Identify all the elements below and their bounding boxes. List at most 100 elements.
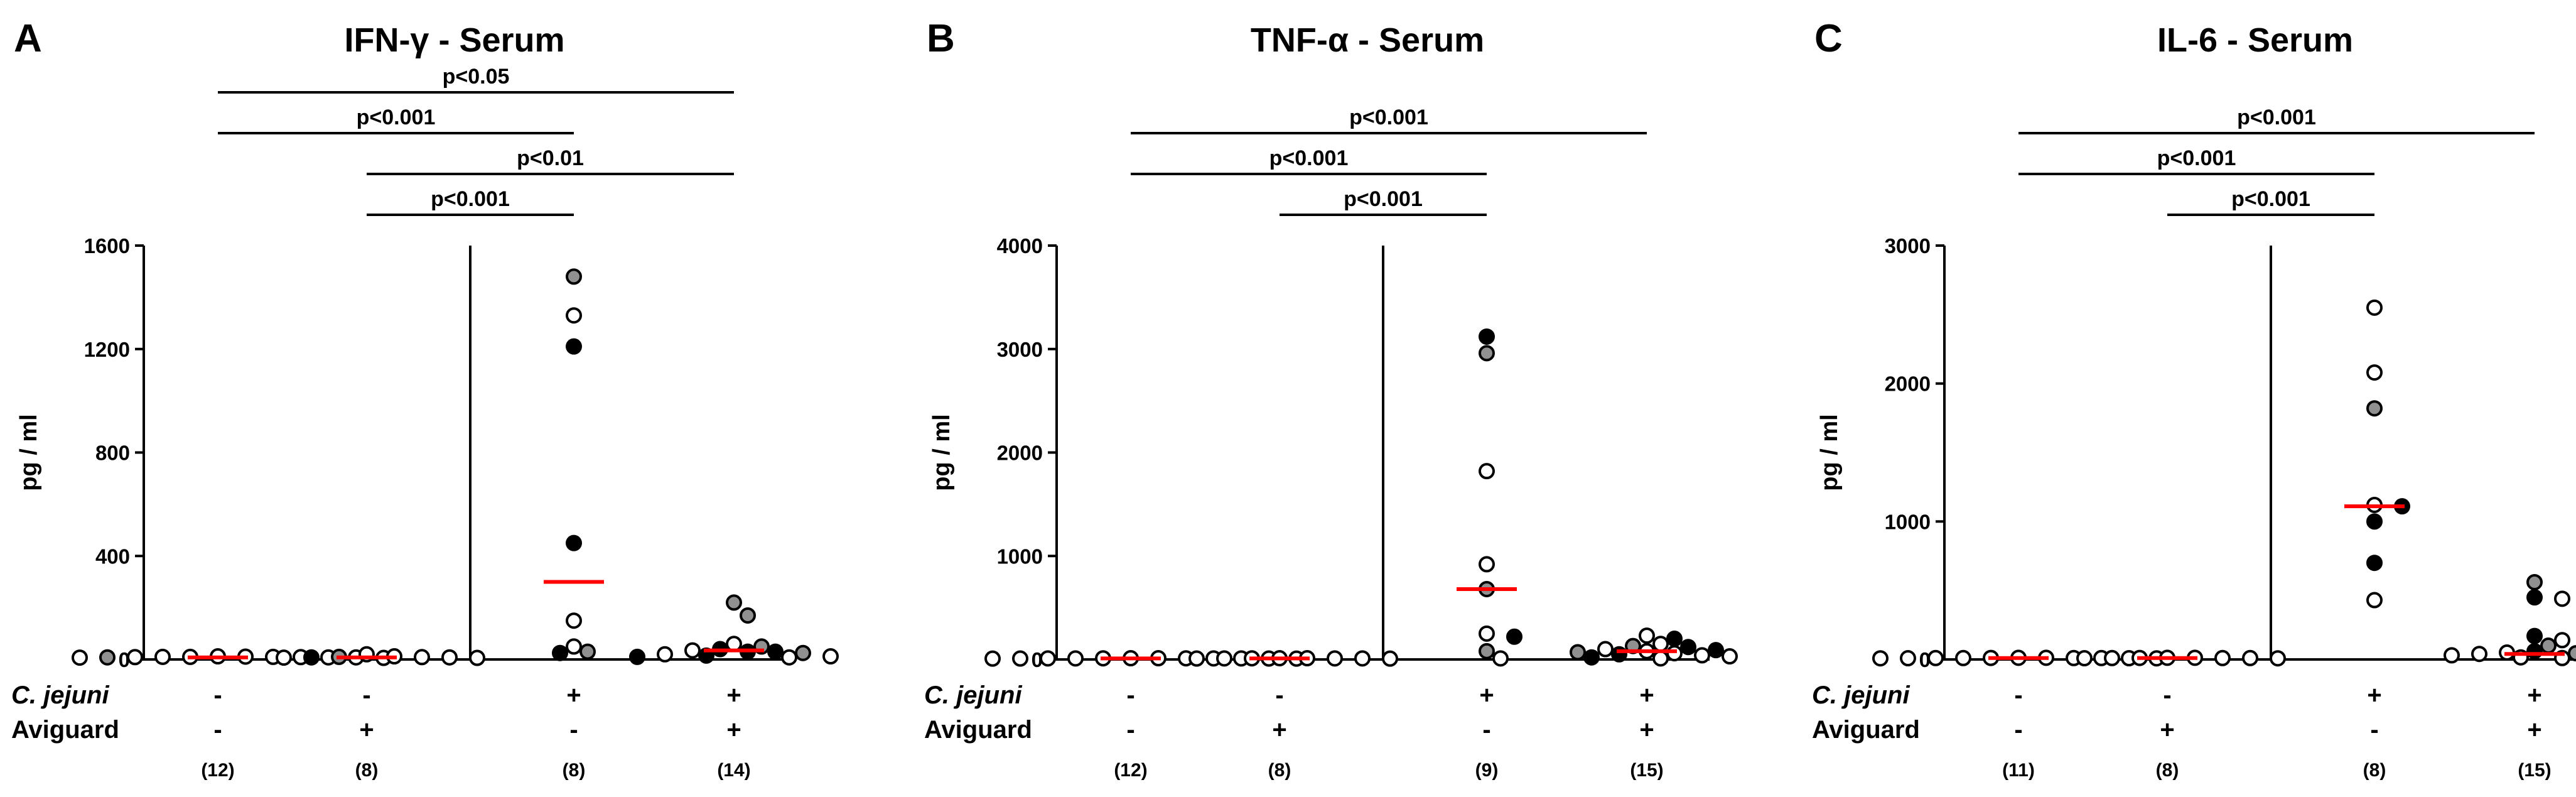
data-point [2366, 555, 2383, 572]
aviguard-marker: - [2014, 716, 2022, 744]
data-point [1067, 650, 1084, 667]
data-point [1652, 636, 1669, 653]
data-point [1506, 628, 1522, 645]
data-point [2471, 646, 2487, 663]
data-point [566, 268, 582, 285]
row-label-cjejuni: C. jejuni [1812, 681, 1910, 709]
group-n: (14) [717, 760, 750, 781]
data-point [1694, 647, 1710, 664]
data-point [1479, 642, 1495, 659]
data-point [795, 644, 811, 661]
row-label-aviguard: Aviguard [1812, 716, 1920, 744]
y-tick-label: 2000 [997, 442, 1043, 465]
y-tick-label: 1000 [1885, 510, 1931, 533]
significance-label: p<0.001 [1344, 187, 1423, 211]
cjejuni-marker: - [1275, 681, 1283, 709]
data-point [1492, 650, 1509, 667]
y-tick-label: 1600 [84, 234, 130, 258]
data-point [1722, 648, 1738, 665]
aviguard-marker: + [726, 716, 741, 744]
data-point [1354, 650, 1371, 667]
data-point [1327, 650, 1343, 667]
data-point [2366, 299, 2383, 316]
data-point [276, 649, 292, 666]
y-axis-label: pg / ml [1816, 414, 1843, 491]
data-point [127, 649, 143, 666]
data-point [566, 534, 582, 551]
y-tick-label: 3000 [997, 338, 1043, 361]
data-point [1583, 649, 1600, 666]
data-point [1597, 641, 1614, 658]
aviguard-marker: - [213, 716, 222, 744]
y-tick-label: 800 [95, 442, 130, 465]
data-point [566, 612, 582, 629]
data-point [1652, 650, 1669, 667]
y-tick-label: 1200 [84, 338, 130, 361]
significance-label: p<0.001 [357, 106, 436, 129]
significance-label: p<0.01 [517, 146, 584, 170]
y-tick-label: 0 [1919, 648, 1931, 671]
data-point [579, 643, 596, 660]
data-point [2270, 650, 2286, 667]
data-point [2214, 649, 2231, 666]
data-point [1872, 650, 1889, 667]
data-point [822, 648, 839, 665]
y-tick-label: 4000 [997, 234, 1043, 258]
row-label-aviguard: Aviguard [11, 716, 119, 744]
data-point [99, 649, 116, 666]
data-point [1188, 650, 1205, 667]
significance-label: p<0.001 [2231, 187, 2310, 211]
y-tick-label: 2000 [1885, 372, 1931, 396]
data-point [2568, 645, 2576, 662]
data-point [657, 646, 673, 663]
data-point [2554, 590, 2570, 607]
cjejuni-marker: + [1479, 681, 1494, 709]
panel-A: A IFN-γ - Serum 0 400 800 1200 1600 pg / ml C. j… [11, 17, 839, 781]
data-point [1012, 650, 1028, 667]
data-point [2526, 642, 2543, 659]
aviguard-marker: + [2527, 716, 2541, 744]
data-point [1680, 639, 1696, 656]
aviguard-marker: - [569, 716, 578, 744]
group-n: (8) [2156, 760, 2179, 781]
y-axis-label: pg / ml [929, 414, 955, 491]
panel-title: TNF-α - Serum [1251, 21, 1484, 59]
data-point [684, 642, 701, 659]
data-point [72, 649, 88, 666]
cjejuni-marker: - [213, 681, 222, 709]
data-point [1216, 650, 1232, 667]
panel-B: B TNF-α - Serum 0 1000 2000 3000 4000 pg / ml C.… [924, 17, 1738, 781]
aviguard-marker: + [1639, 716, 1654, 744]
data-point [552, 644, 568, 661]
data-point [1479, 328, 1495, 345]
y-tick-label: 0 [1032, 648, 1043, 671]
data-point [2526, 589, 2543, 606]
data-point [2366, 592, 2383, 609]
data-point [1479, 556, 1495, 573]
group-n: (12) [201, 760, 234, 781]
cjejuni-marker: + [1639, 681, 1654, 709]
data-point [2104, 649, 2120, 666]
data-point [1479, 345, 1495, 362]
data-point [1570, 644, 1586, 661]
significance-label: p<0.001 [2237, 106, 2316, 129]
y-tick-label: 1000 [997, 545, 1043, 568]
data-point [2526, 627, 2543, 644]
data-point [566, 307, 582, 324]
panel-title: IL-6 - Serum [2157, 21, 2353, 59]
cjejuni-marker: - [1126, 681, 1134, 709]
data-point [441, 649, 458, 666]
group-n: (8) [355, 760, 379, 781]
group-n: (11) [2002, 760, 2035, 781]
data-point [303, 649, 320, 666]
data-point [469, 649, 485, 666]
significance-label: p<0.001 [1269, 146, 1349, 170]
group-n: (9) [1475, 760, 1499, 781]
data-point [1479, 625, 1495, 642]
data-point [767, 643, 784, 660]
panel-letter: C [1814, 17, 1843, 60]
panel-C: C IL-6 - Serum 0 1000 2000 3000 pg / ml C. jeju… [1812, 17, 2576, 781]
group-n: (12) [1114, 760, 1147, 781]
data-point [781, 649, 797, 666]
